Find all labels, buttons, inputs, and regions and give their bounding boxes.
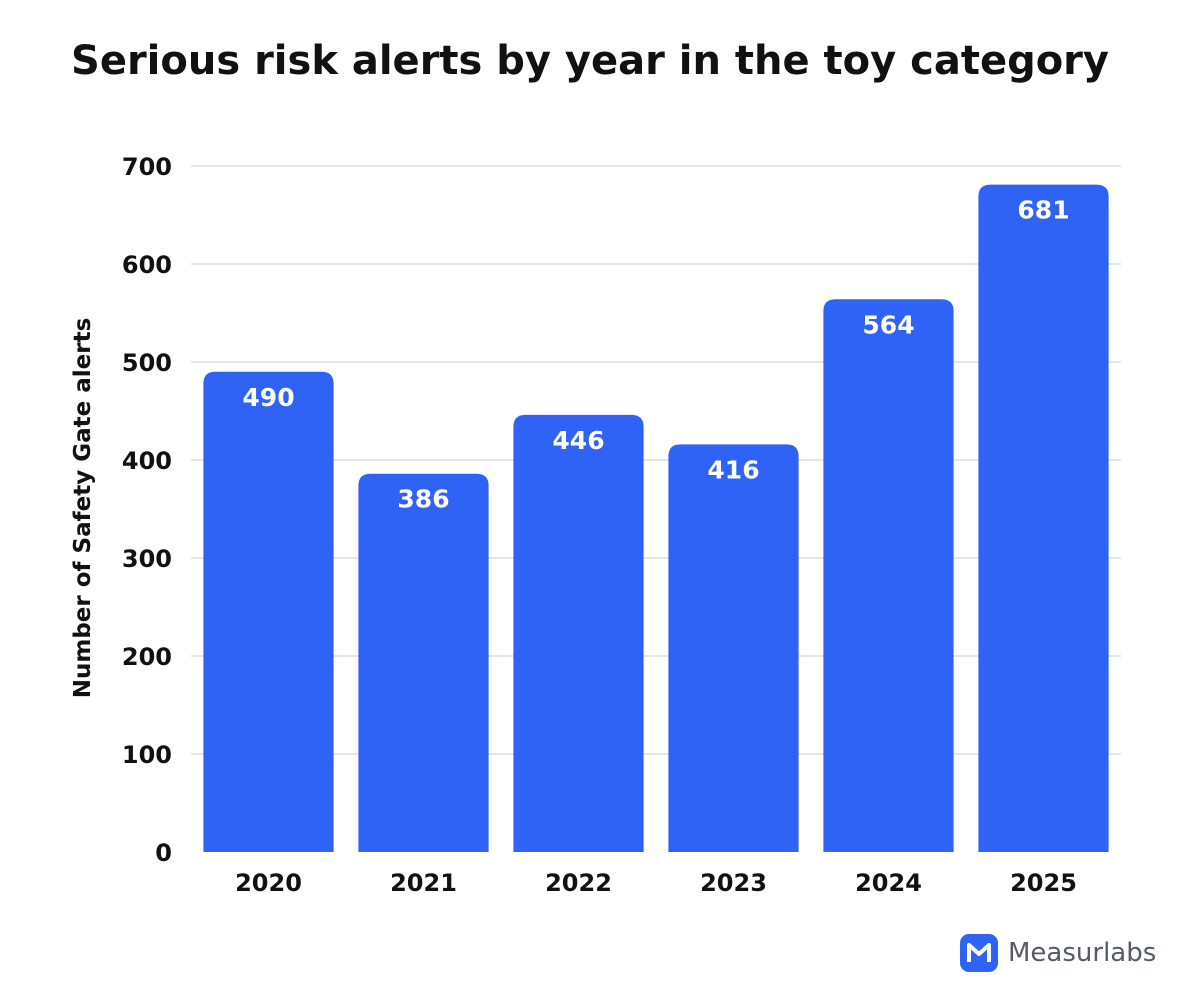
bar-2024 (823, 299, 954, 852)
x-tick-label: 2024 (855, 869, 922, 897)
y-axis-title: Number of Safety Gate alerts (70, 318, 96, 699)
grid-lines (191, 165, 1121, 755)
y-tick-label: 700 (122, 153, 172, 181)
y-tick-label: 100 (122, 741, 172, 769)
x-tick-label: 2022 (545, 869, 612, 897)
bar-2022 (513, 414, 644, 852)
chart-title: Serious risk alerts by year in the toy c… (71, 38, 1109, 84)
x-tick-label: 2021 (390, 869, 457, 897)
bar-value-label: 416 (707, 455, 759, 484)
y-tick-label: 0 (155, 839, 172, 867)
x-axis-ticks: 2020 2021 2022 2023 2024 2025 (235, 869, 1077, 897)
bar-value-label: 681 (1017, 196, 1069, 225)
bar-value-label: 386 (397, 485, 449, 514)
bar-2020 (203, 371, 334, 852)
bars (203, 184, 1109, 852)
bar-value-label: 490 (242, 383, 294, 412)
bar-value-label: 564 (862, 310, 914, 339)
brand-name: Measurlabs (1008, 938, 1157, 968)
x-tick-label: 2025 (1010, 869, 1077, 897)
bar-2025 (978, 184, 1109, 852)
y-tick-label: 500 (122, 349, 172, 377)
y-tick-label: 400 (122, 447, 172, 475)
x-tick-label: 2020 (235, 869, 302, 897)
bar-2021 (358, 473, 489, 852)
bar-value-label: 446 (552, 426, 604, 455)
y-tick-label: 200 (122, 643, 172, 671)
y-axis-ticks: 0 100 200 300 400 500 600 700 (122, 153, 172, 867)
bar-2023 (668, 444, 799, 852)
y-tick-label: 300 (122, 545, 172, 573)
x-tick-label: 2023 (700, 869, 767, 897)
m-logo-icon (960, 934, 998, 972)
bar-value-labels: 490 386 446 416 564 681 (242, 196, 1069, 514)
y-tick-label: 600 (122, 251, 172, 279)
brand-logo: Measurlabs (960, 934, 1156, 972)
